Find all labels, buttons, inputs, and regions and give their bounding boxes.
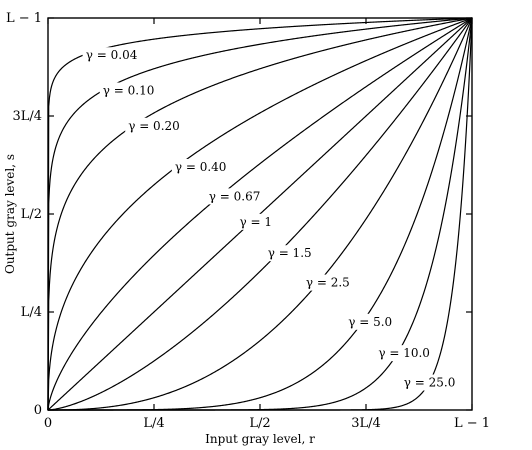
curve-gamma-4 [47,17,473,411]
gamma-label-bg-3 [171,158,230,175]
curve-gamma-2 [47,17,473,411]
gamma-label-4: γ = 0.67 [205,188,264,205]
gamma-label-2: γ = 0.20 [125,117,183,134]
gamma-label-5: γ = 1 [236,213,276,230]
gamma-label-bg-5 [236,213,276,230]
gamma-label-text-9: γ = 10.0 [378,346,430,360]
gamma-label-text-0: γ = 0.04 [86,48,138,62]
gamma-label-text-5: γ = 1 [240,215,273,229]
gamma-label-bg-0 [82,47,141,64]
gamma-label-bg-7 [302,274,353,291]
gamma-label-bg-8 [345,313,396,330]
tick-group [47,17,473,411]
gamma-label-bg-2 [125,117,183,134]
x-tick-label-1: L/4 [143,416,164,431]
gamma-label-text-2: γ = 0.20 [128,119,180,133]
curve-gamma-0 [47,17,473,411]
y-tick-label-0: 0 [34,403,42,418]
tick-label-group: 0 L/4 L/2 3L/4 L − 1 0 L/4 L/2 3L/4 L − 1 [6,11,490,431]
gamma-label-7: γ = 2.5 [302,274,353,291]
gamma-label-text-6: γ = 1.5 [268,246,312,260]
curve-gamma-1 [47,17,473,411]
gamma-label-bg-10 [400,374,459,391]
gamma-label-bg-4 [205,188,264,205]
gamma-label-10: γ = 25.0 [400,374,459,391]
gamma-label-group: γ = 0.04 γ = 0.10 γ = 0.20 γ = 0.40 γ = 0.67… [82,47,459,391]
y-tick-label-3: 3L/4 [12,109,42,124]
y-tick-label-4: L − 1 [6,11,42,26]
gamma-label-text-7: γ = 2.5 [306,276,350,290]
gamma-label-text-8: γ = 5.0 [348,315,392,329]
gamma-label-3: γ = 0.40 [171,158,230,175]
x-tick-label-4: L − 1 [454,416,490,431]
gamma-label-8: γ = 5.0 [345,313,396,330]
curve-gamma-6 [47,17,473,411]
gamma-label-9: γ = 10.0 [375,345,433,362]
x-tick-label-0: 0 [44,416,52,431]
gamma-label-bg-1 [99,82,158,99]
x-tick-label-2: L/2 [249,416,270,431]
gamma-label-0: γ = 0.04 [82,47,141,64]
gamma-label-text-4: γ = 0.67 [209,189,261,203]
y-axis-label: Output gray level, s [3,154,17,274]
x-axis-label: Input gray level, r [205,432,315,446]
curve-gamma-7 [48,17,473,411]
gamma-label-1: γ = 0.10 [99,82,158,99]
x-tick-label-3: 3L/4 [351,416,381,431]
y-tick-label-1: L/4 [21,305,42,320]
gamma-label-text-3: γ = 0.40 [175,160,227,174]
y-tick-label-2: L/2 [21,207,42,222]
gamma-label-bg-9 [375,345,433,362]
gamma-label-text-10: γ = 25.0 [404,376,456,390]
gamma-label-bg-6 [264,245,315,262]
gamma-label-6: γ = 1.5 [264,245,315,262]
curve-gamma-3 [47,17,473,411]
gamma-label-text-1: γ = 0.10 [103,84,155,98]
